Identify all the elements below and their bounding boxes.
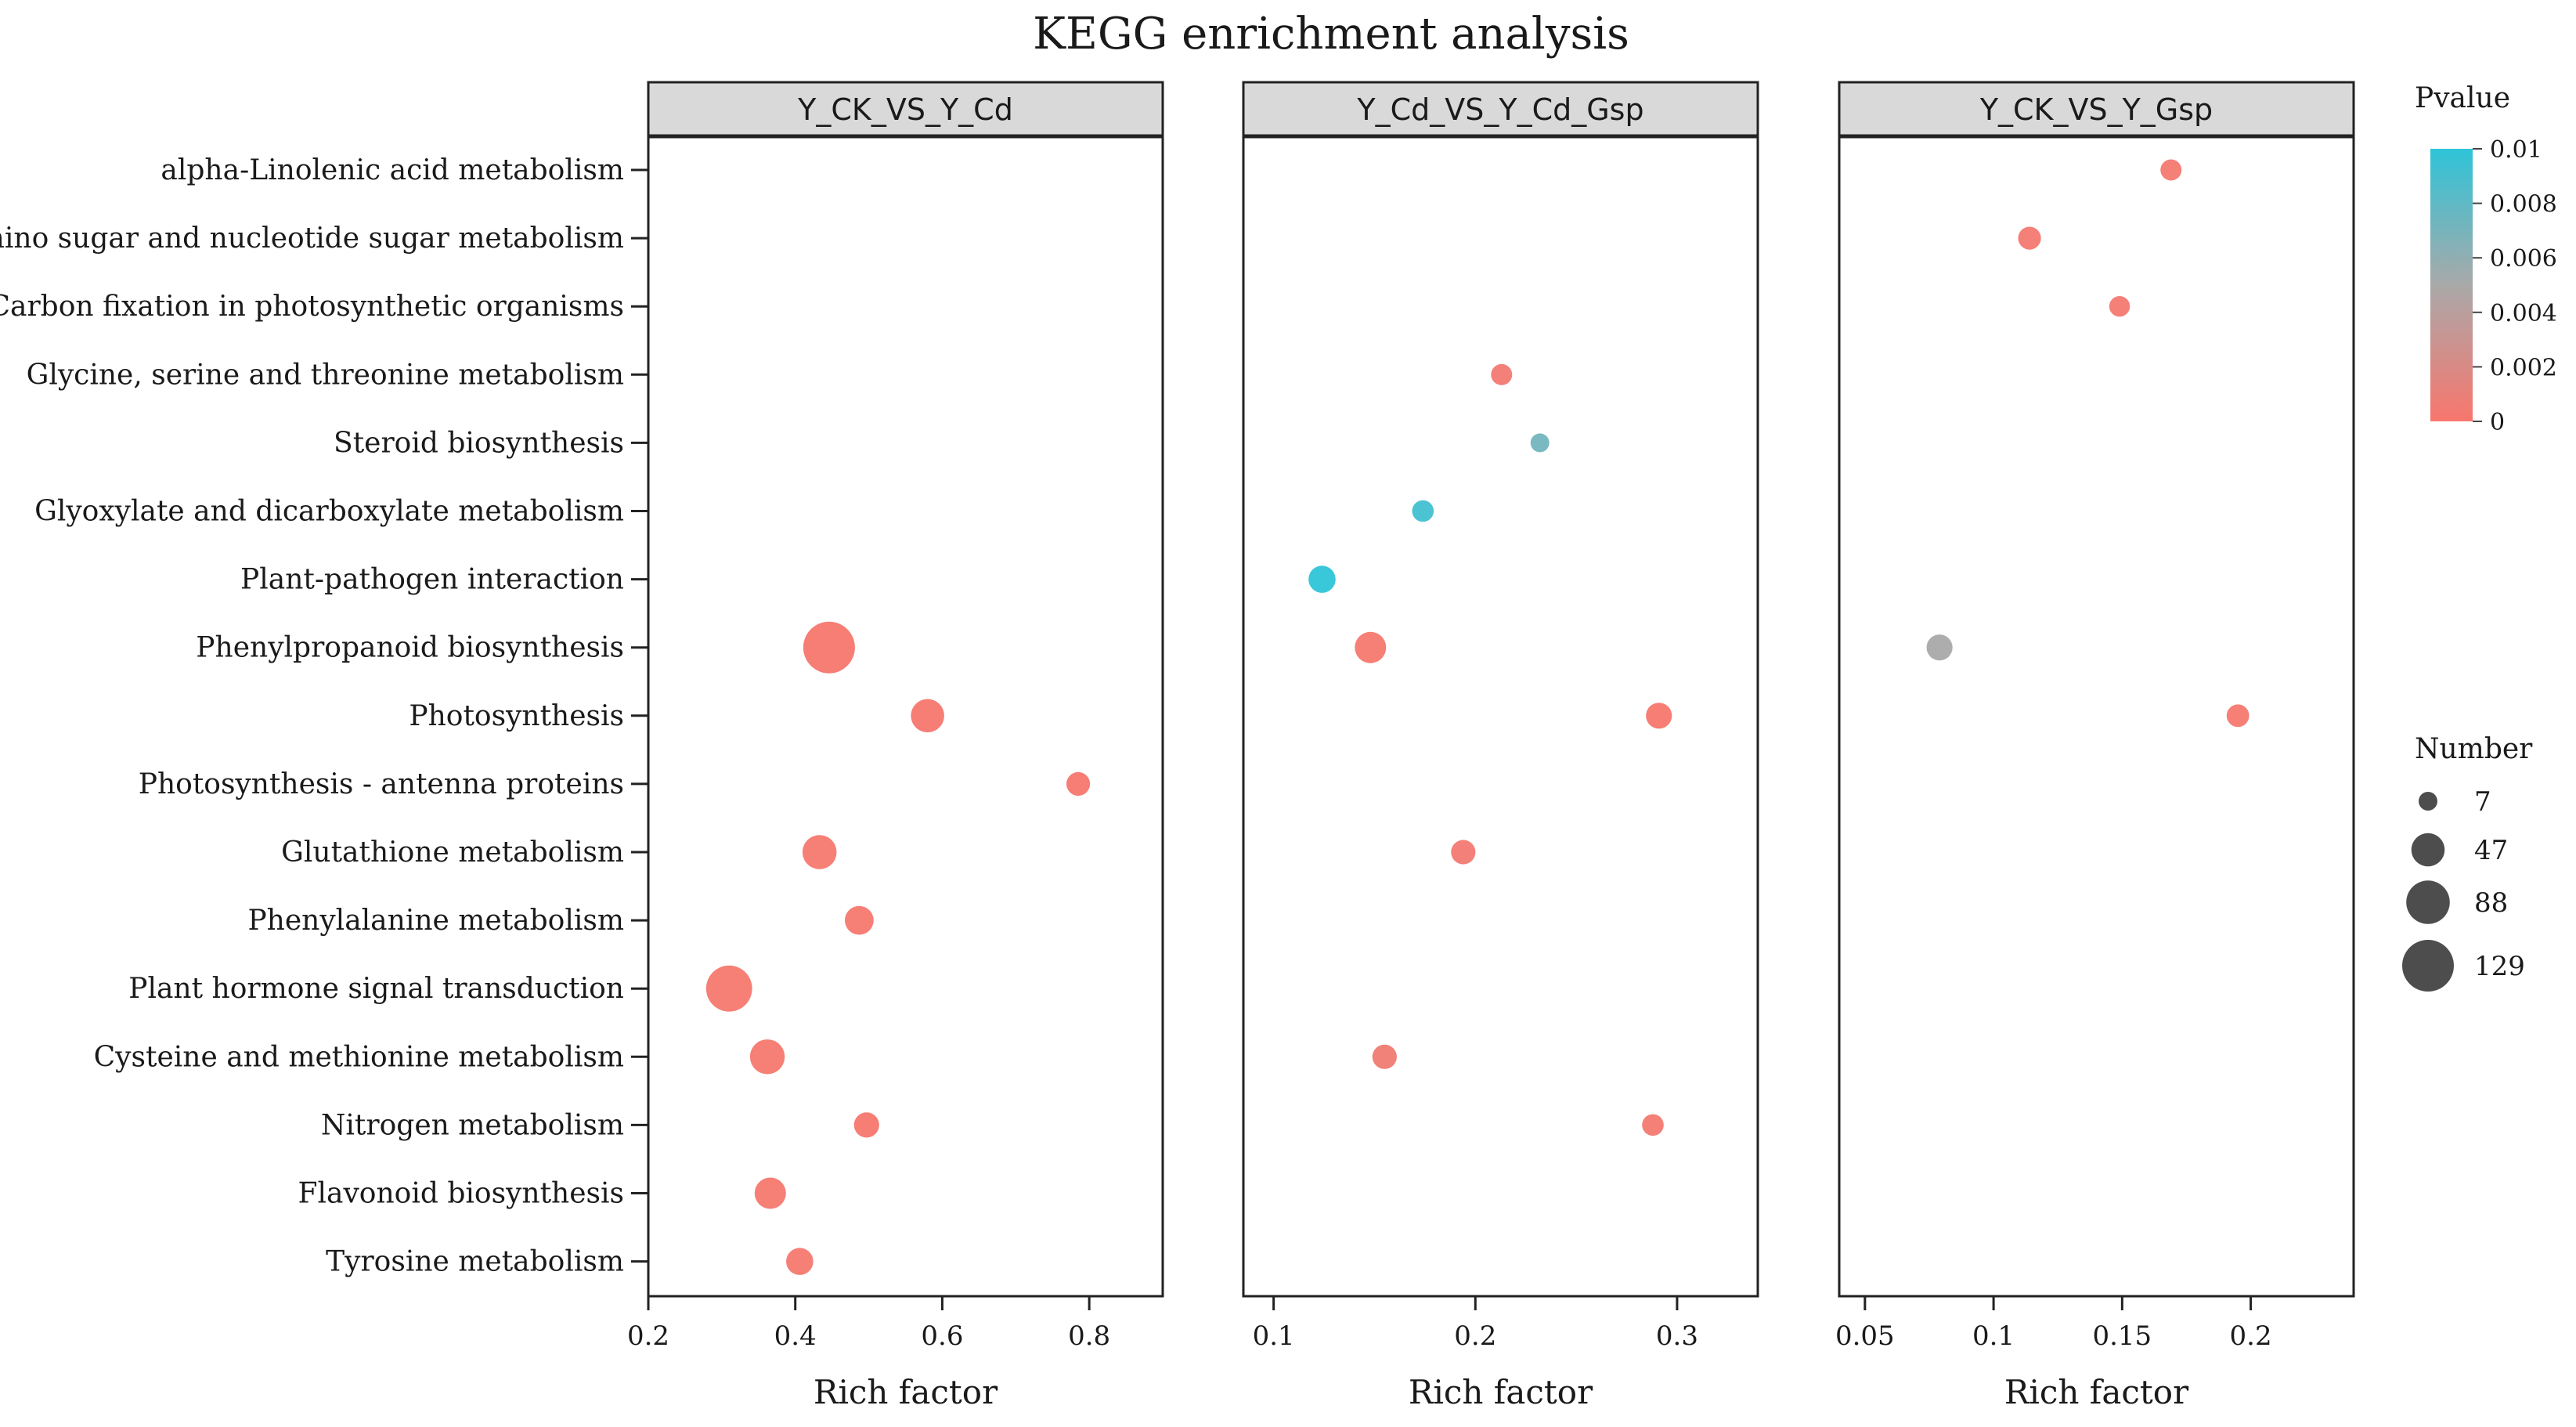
number-legend-items: 7 47 88 129 (2402, 786, 2525, 992)
x-tick-label: 0.4 (774, 1320, 817, 1352)
number-legend-circle (2419, 792, 2437, 811)
facet-strip (1838, 81, 2355, 137)
pathway-label: Carbon fixation in photosynthetic organi… (0, 291, 624, 323)
pathway-label: Glutathione metabolism (281, 836, 624, 869)
x-axis-label: Rich factor (1409, 1373, 1593, 1411)
data-point (1491, 363, 1513, 385)
x-tick-label: 0.2 (2230, 1320, 2272, 1352)
pathway-label: Plant hormone signal transduction (128, 973, 624, 1005)
pathway-label: Phenylalanine metabolism (247, 905, 624, 937)
x-tick-label: 0.05 (1835, 1320, 1895, 1352)
number-legend-circle (2402, 940, 2454, 992)
data-point (1066, 771, 1091, 797)
number-legend-label: 88 (2474, 887, 2508, 919)
x-tick-label: 0.3 (1656, 1320, 1698, 1352)
data-point (754, 1177, 786, 1209)
data-point (853, 1112, 879, 1138)
number-legend-label: 7 (2474, 786, 2491, 818)
facet-strip-label: Y_CK_VS_Y_Cd (797, 92, 1013, 127)
data-point (1412, 500, 1434, 522)
data-point (911, 699, 944, 733)
x-tick-label: 0.1 (1253, 1320, 1295, 1352)
data-point (2018, 226, 2041, 250)
colorbar-tick-label: 0 (2490, 409, 2505, 436)
pathway-label: Phenylpropanoid biosynthesis (196, 632, 624, 664)
number-legend-label: 129 (2474, 951, 2525, 982)
colorbar-tick-label: 0.01 (2490, 136, 2542, 164)
data-point (1451, 840, 1476, 865)
data-point (1530, 433, 1550, 453)
pathway-labels: alpha-Linolenic acid metabolism Amino sug… (0, 154, 648, 1278)
facet-strip-label: Y_CK_VS_Y_Gsp (1979, 92, 2213, 127)
pathway-label: Photosynthesis - antenna proteins (139, 768, 624, 800)
panel-frame (647, 135, 1164, 1298)
facet-strip (1242, 81, 1759, 137)
facet-panel: Y_Cd_VS_Y_Cd_Gsp 0.1 0.2 0.3 Rich factor (1242, 81, 1759, 1411)
colorbar-tick-label: 0.002 (2490, 354, 2557, 381)
data-point (1642, 1114, 1664, 1136)
x-tick-label: 0.1 (1972, 1320, 2015, 1352)
pathway-label: Plant-pathogen interaction (240, 564, 624, 596)
pathway-label: Steroid biosynthesis (334, 427, 624, 459)
x-tick-label: 0.8 (1068, 1320, 1110, 1352)
data-point (2226, 704, 2249, 728)
pathway-label: Cysteine and methionine metabolism (94, 1041, 624, 1073)
x-tick-label: 0.2 (1454, 1320, 1496, 1352)
pvalue-legend-title: Pvalue (2415, 82, 2510, 114)
data-point (2160, 159, 2182, 181)
colorbar-tick-label: 0.006 (2490, 245, 2557, 273)
data-point (786, 1248, 814, 1275)
facet-panel: Y_CK_VS_Y_Gsp 0.05 0.1 0.15 0.2 Rich factor (1835, 81, 2355, 1411)
pathway-label: Photosynthesis (409, 700, 624, 732)
x-tick-label: 0.6 (921, 1320, 963, 1352)
x-tick-label: 0.2 (627, 1320, 669, 1352)
chart-title: KEGG enrichment analysis (1033, 9, 1629, 60)
data-point (705, 965, 752, 1012)
data-point (1372, 1044, 1397, 1069)
data-point (1308, 565, 1336, 593)
data-point (1926, 634, 1953, 661)
x-axis-label: Rich factor (2004, 1373, 2189, 1411)
data-point (749, 1039, 785, 1075)
panel-frame (1838, 135, 2355, 1298)
facet-strip-label: Y_Cd_VS_Y_Cd_Gsp (1356, 92, 1643, 127)
pathway-label: Nitrogen metabolism (321, 1109, 624, 1141)
pathway-label: Glycine, serine and threonine metabolism (27, 359, 624, 391)
data-point (1355, 631, 1387, 663)
data-point (1646, 703, 1672, 729)
pvalue-colorbar (2430, 149, 2473, 421)
x-tick-label: 0.15 (2092, 1320, 2152, 1352)
pathway-label: Glyoxylate and dicarboxylate metabolism (34, 496, 624, 528)
number-legend-title: Number (2415, 733, 2533, 765)
colorbar-tick-label: 0.008 (2490, 191, 2557, 219)
pathway-label: alpha-Linolenic acid metabolism (161, 154, 624, 186)
number-legend-circle (2406, 880, 2450, 924)
pathway-label: Flavonoid biosynthesis (298, 1178, 624, 1210)
colorbar-tick-label: 0.004 (2490, 300, 2557, 327)
facet-panel: Y_CK_VS_Y_Cd 0.2 0.4 0.6 0.8 Rich factor (627, 81, 1164, 1411)
data-point (802, 835, 837, 869)
number-legend-label: 47 (2474, 835, 2508, 866)
panel-frame (1242, 135, 1759, 1298)
pvalue-colorbar-ticks: 0.01 0.008 0.006 0.004 0.002 0 (2473, 136, 2557, 436)
pathway-label: Amino sugar and nucleotide sugar metabol… (0, 222, 624, 255)
x-axis-label: Rich factor (814, 1373, 998, 1411)
data-point (844, 905, 874, 935)
facet-strip (647, 81, 1164, 137)
pathway-label: Tyrosine metabolism (326, 1246, 624, 1278)
number-legend-circle (2411, 833, 2445, 867)
data-point (803, 621, 855, 674)
data-point (2109, 296, 2130, 317)
